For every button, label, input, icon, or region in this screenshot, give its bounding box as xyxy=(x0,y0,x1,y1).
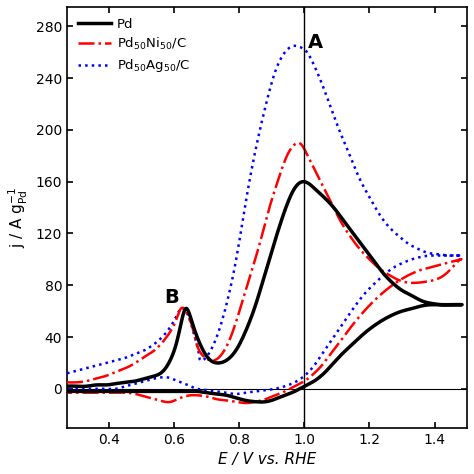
Text: B: B xyxy=(164,288,179,307)
Y-axis label: j / A $\mathregular{g_{Pd}^{-1}}$: j / A $\mathregular{g_{Pd}^{-1}}$ xyxy=(7,187,30,248)
X-axis label: E / V vs. RHE: E / V vs. RHE xyxy=(218,452,316,467)
Legend: Pd, Pd$_{50}$Ni$_{50}$/C, Pd$_{50}$Ag$_{50}$/C: Pd, Pd$_{50}$Ni$_{50}$/C, Pd$_{50}$Ag$_{… xyxy=(73,14,195,78)
Text: A: A xyxy=(308,33,323,52)
